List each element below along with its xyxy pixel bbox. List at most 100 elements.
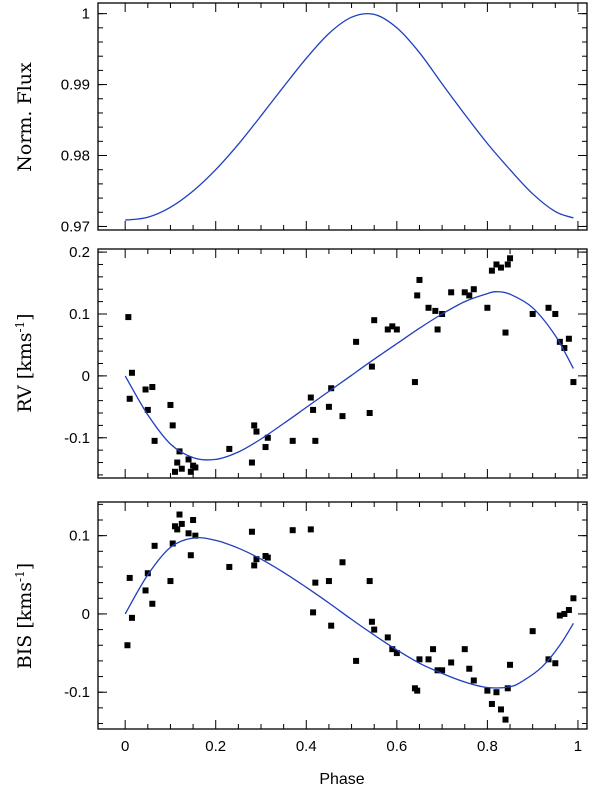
rv-data-point [312,437,319,444]
rv-data-point [226,445,233,452]
bis-data-point [248,528,255,535]
rv-data-point [529,310,536,317]
flux-series [125,12,574,221]
rv-data-point [248,459,255,466]
rv-panel: -0.1 0 0.1 0.2 RV [kms-1] [13,244,588,479]
bis-xticks: 0 0.2 0.4 0.6 0.8 1 [121,502,582,755]
flux-panel-frame [97,2,588,231]
bis-data-point [167,578,174,585]
rv-data-point [366,410,373,417]
rv-data-point [371,317,378,324]
rv-data-point [448,289,455,296]
bis-data-point [389,646,396,653]
rv-data-point [171,468,178,475]
flux-ylabel: Norm. Flux [14,62,36,172]
bis-data-point [416,656,423,663]
bis-data-point [328,622,335,629]
rv-data-point [466,292,473,299]
bis-ytick-label: 0 [82,606,90,623]
rv-series [124,255,577,475]
bis-data-point [187,552,194,559]
bis-data-point [552,660,559,667]
rv-data-point [339,413,346,420]
bis-data-point [264,554,271,561]
bis-ylabel-exp: -1 [13,570,27,582]
bis-xtick-label: 0 [121,738,129,755]
rv-data-point [411,379,418,386]
flux-panel: 0.97 0.98 0.99 1 Norm. Flux [14,2,588,235]
rv-model-curve [124,291,574,461]
rv-data-point [488,267,495,274]
bis-ylabel-close: ] [14,563,36,570]
flux-model-curve [125,12,574,221]
rv-data-point [185,456,192,463]
bis-xtick-label: 0.2 [205,738,226,755]
flux-ytick-label: 1 [82,6,90,23]
rv-data-point [307,394,314,401]
rv-data-point [565,335,572,342]
bis-data-point [192,532,199,539]
rv-data-point [552,310,559,317]
rv-data-point [174,459,181,466]
bis-data-point [149,600,156,607]
rv-data-point [353,338,360,345]
rv-data-point [502,329,509,336]
bis-data-point [176,511,183,518]
bis-data-point [448,659,455,666]
rv-data-point [461,289,468,296]
bis-ylabel-name: BIS [14,635,36,669]
rv-data-point [432,307,439,314]
bis-data-point [439,667,446,674]
bis-data-point [493,689,500,696]
rv-data-point [393,326,400,333]
bis-xtick-label: 1 [574,738,582,755]
bis-data-point [366,578,373,585]
rv-data-point [264,434,271,441]
bis-data-point [570,595,577,602]
rv-data-point [570,379,577,386]
rv-data-point [504,261,511,268]
bis-data-point [529,628,536,635]
rv-data-point [149,384,156,391]
rv-data-point [493,261,500,268]
bis-data-point [561,610,568,617]
rv-data-point [384,326,391,333]
bis-data-point [144,570,151,577]
bis-data-point [504,685,511,692]
bis-data-point [425,656,432,663]
flux-ytick-label: 0.98 [61,148,90,165]
bis-data-point [461,646,468,653]
bis-xlabel: Phase [319,771,364,788]
rv-data-point [125,314,132,321]
rv-ylabel-exp: -1 [13,321,27,333]
rv-ytick-label: 0.2 [69,244,90,261]
bis-data-point [371,626,378,633]
bis-xtick-label: 0.4 [296,738,317,755]
bis-xtick-label: 0.8 [477,738,498,755]
bis-data-point [507,661,514,668]
bis-data-point [151,542,158,549]
bis-data-point [185,530,192,537]
rv-data-point [425,304,432,311]
bis-panel-frame [97,501,588,730]
rv-yticks: -0.1 0 0.1 0.2 [64,244,587,476]
bis-series [124,511,577,723]
bis-data-point [466,665,473,672]
bis-data-point [384,634,391,641]
bis-data-point [253,556,260,563]
rv-ylabel-unit: kms [14,333,36,372]
bis-data-point [251,562,258,569]
bis-data-point [430,646,437,653]
rv-data-point [325,403,332,410]
bis-data-point [325,578,332,585]
bis-data-point [307,526,314,533]
bis-data-point [353,657,360,664]
bis-data-point [142,587,149,594]
bis-data-point [565,607,572,614]
bis-data-point [126,574,133,581]
rv-data-point [545,304,552,311]
bis-data-point [174,526,181,533]
flux-ytick-label: 0.99 [61,77,90,94]
bis-data-point [393,650,400,657]
bis-ylabel-open: [ [14,621,36,634]
